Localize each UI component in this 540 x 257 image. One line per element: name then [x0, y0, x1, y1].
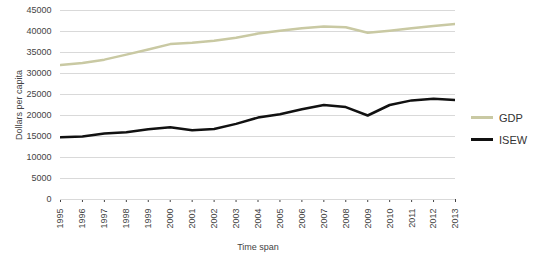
svg-text:2005: 2005: [275, 209, 285, 229]
svg-text:25000: 25000: [26, 89, 51, 99]
svg-text:5000: 5000: [31, 173, 51, 183]
svg-text:2013: 2013: [450, 209, 460, 229]
svg-text:2003: 2003: [231, 209, 241, 229]
svg-text:40000: 40000: [26, 26, 51, 36]
svg-text:45000: 45000: [26, 5, 51, 15]
svg-text:2010: 2010: [385, 209, 395, 229]
svg-text:2011: 2011: [406, 209, 416, 228]
svg-text:Time span: Time span: [237, 242, 279, 252]
svg-text:1995: 1995: [55, 209, 65, 229]
svg-text:20000: 20000: [26, 110, 51, 120]
svg-text:2008: 2008: [341, 209, 351, 229]
svg-text:1997: 1997: [99, 209, 109, 229]
svg-text:1996: 1996: [77, 209, 87, 229]
svg-text:Dollars per capita: Dollars per capita: [14, 70, 24, 140]
svg-text:2007: 2007: [319, 209, 329, 229]
svg-text:1998: 1998: [121, 209, 131, 229]
html-text:ISEW: ISEW: [499, 133, 528, 146]
svg-text:30000: 30000: [26, 68, 51, 78]
svg-text:0: 0: [46, 194, 51, 204]
svg-text:2000: 2000: [165, 209, 175, 229]
svg-text:10000: 10000: [26, 152, 51, 162]
svg-text:2006: 2006: [297, 209, 307, 229]
html-text:GDP: GDP: [499, 111, 523, 124]
svg-text:1999: 1999: [143, 209, 153, 229]
svg-text:2012: 2012: [428, 209, 438, 229]
svg-text:2009: 2009: [363, 209, 373, 229]
svg-text:35000: 35000: [26, 47, 51, 57]
svg-text:2004: 2004: [253, 209, 263, 229]
svg-text:15000: 15000: [26, 131, 51, 141]
svg-text:2001: 2001: [187, 209, 197, 229]
svg-text:2002: 2002: [209, 209, 219, 229]
